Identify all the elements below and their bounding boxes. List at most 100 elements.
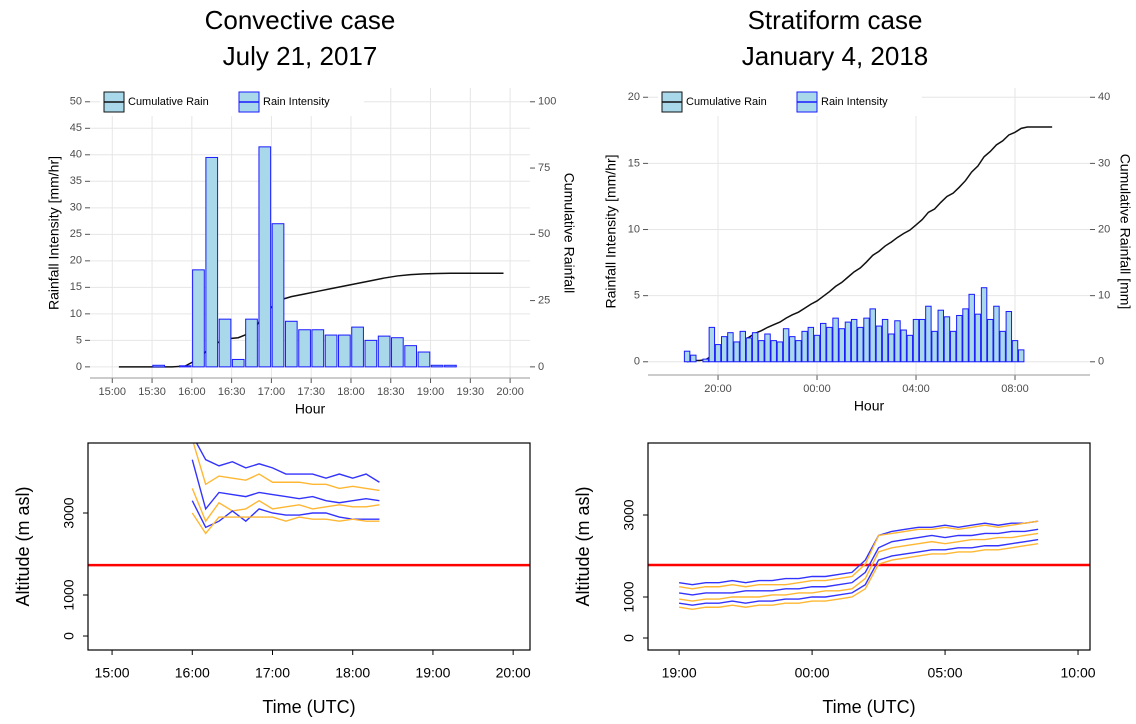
series-line (191, 500, 380, 529)
y2-tick-label: 50 (538, 228, 550, 240)
bar (714, 344, 722, 363)
bar (894, 320, 901, 363)
bar (192, 269, 205, 368)
bar (733, 341, 740, 363)
bar (937, 309, 944, 363)
bar (974, 313, 982, 363)
x-tick-label: 17:00 (255, 665, 290, 681)
x-tick-label: 20:00 (704, 383, 732, 395)
y2-tick-label: 25 (538, 295, 550, 307)
x-tick-label: 18:00 (337, 386, 365, 398)
series-line (679, 528, 1039, 596)
x-tick-label: 00:00 (795, 665, 830, 681)
chart-subtitle: January 4, 2018 (742, 41, 928, 71)
series-line (679, 538, 1039, 606)
legend-label: Rain Intensity (263, 96, 330, 108)
y-tick-label: 20 (628, 91, 640, 103)
bar (838, 328, 845, 363)
y-tick-label: 0 (621, 634, 637, 642)
bar (338, 334, 351, 368)
bar (364, 339, 378, 368)
bar (968, 293, 975, 363)
bar (832, 317, 839, 363)
series-line (191, 488, 380, 523)
x-tick-label: 19:00 (415, 665, 450, 681)
bar (271, 223, 285, 368)
bar (789, 336, 796, 363)
y2-tick-label: 30 (1098, 157, 1110, 169)
bar (751, 332, 759, 363)
bar (444, 364, 457, 368)
y-tick-label: 10 (70, 308, 82, 320)
bar (918, 318, 926, 363)
bar (931, 330, 938, 363)
bar (404, 345, 417, 368)
bar (943, 316, 951, 363)
y-tick-label: 0 (76, 361, 82, 373)
legend-box (100, 88, 364, 116)
x-tick-label: 00:00 (803, 383, 831, 395)
x-tick-label: 16:30 (218, 386, 246, 398)
y-tick-label: 10 (628, 223, 640, 235)
x-axis-label: Time (UTC) (262, 697, 355, 717)
x-axis-label: Hour (854, 398, 885, 414)
x-tick-label: 18:00 (335, 665, 370, 681)
y-tick-label: 30 (70, 202, 82, 214)
y2-tick-label: 20 (1098, 223, 1110, 235)
series-line (191, 512, 380, 535)
bar (795, 340, 802, 363)
bar (205, 156, 219, 368)
series-line (192, 443, 380, 492)
bar (178, 365, 192, 368)
bar (1011, 340, 1019, 363)
x-tick-label: 15:00 (95, 665, 130, 681)
y-tick-label: 40 (70, 149, 82, 161)
series-line (679, 542, 1039, 610)
bar (801, 330, 808, 363)
bar (782, 328, 790, 363)
bar (813, 334, 821, 363)
x-axis-label: Hour (295, 401, 326, 417)
bar (962, 308, 969, 363)
y2-tick-label: 0 (538, 361, 544, 373)
chart-title: Convective case (205, 5, 396, 35)
bar (727, 332, 734, 363)
y-tick-label: 50 (70, 96, 82, 108)
y-tick-label: 35 (70, 175, 82, 187)
bar (912, 318, 920, 363)
y-tick-label: 20 (70, 255, 82, 267)
bar (430, 364, 444, 368)
bar (351, 326, 364, 368)
bar (807, 326, 815, 363)
plot-area (679, 520, 1039, 610)
bar (683, 350, 691, 363)
y-tick-label: 0 (634, 356, 640, 368)
y-tick-label: 5 (634, 290, 640, 302)
y2-tick-label: 40 (1098, 91, 1110, 103)
bar (993, 305, 1000, 363)
bar (819, 322, 827, 363)
bar (764, 333, 771, 363)
legend-label: Rain Intensity (821, 96, 888, 108)
y-axis-label: Altitude (m asl) (573, 486, 593, 606)
x-tick-label: 19:00 (417, 386, 445, 398)
x-tick-label: 16:00 (175, 665, 210, 681)
chart-title: Stratiform case (748, 5, 923, 35)
y-tick-label: 0 (61, 632, 77, 640)
bar (417, 351, 431, 368)
bar (324, 334, 338, 368)
bar (850, 318, 858, 363)
y-axis-label: Altitude (m asl) (13, 486, 33, 606)
y-tick-label: 15 (628, 157, 640, 169)
y2-tick-label: 10 (1098, 290, 1110, 302)
plot-area (118, 146, 504, 368)
x-tick-label: 16:00 (178, 386, 206, 398)
x-tick-label: 15:00 (99, 386, 127, 398)
legend-label: Cumulative Rain (686, 96, 767, 108)
bar (311, 329, 325, 368)
y-tick-label: 3000 (621, 499, 637, 530)
bar (284, 320, 298, 368)
bar (869, 308, 876, 363)
bar (690, 354, 697, 363)
bar (875, 325, 883, 363)
